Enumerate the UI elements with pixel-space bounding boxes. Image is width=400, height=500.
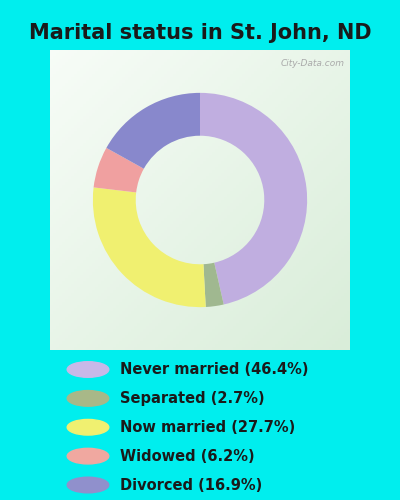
Text: Widowed (6.2%): Widowed (6.2%) [120,448,255,464]
Circle shape [67,448,109,464]
Wedge shape [204,262,224,307]
Text: Never married (46.4%): Never married (46.4%) [120,362,308,377]
Wedge shape [106,93,200,168]
Text: Divorced (16.9%): Divorced (16.9%) [120,478,262,492]
Wedge shape [93,188,206,307]
Wedge shape [94,148,144,192]
Text: Marital status in St. John, ND: Marital status in St. John, ND [29,23,371,43]
Circle shape [67,420,109,435]
Circle shape [67,362,109,378]
Circle shape [67,390,109,406]
Text: Separated (2.7%): Separated (2.7%) [120,391,265,406]
Circle shape [67,477,109,493]
Wedge shape [200,93,307,304]
Text: Now married (27.7%): Now married (27.7%) [120,420,295,434]
Text: City-Data.com: City-Data.com [281,58,345,68]
